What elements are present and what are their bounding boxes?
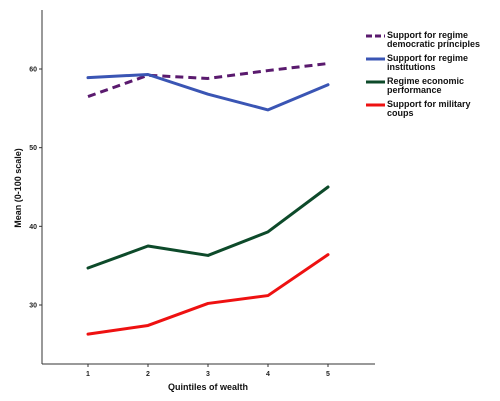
series-line — [86, 253, 330, 336]
x-tick-label: 5 — [326, 371, 330, 378]
series-line — [86, 73, 330, 112]
x-tick-label: 1 — [86, 371, 90, 378]
legend-label: Support for regime — [387, 30, 468, 40]
x-axis-title: Quintiles of wealth — [168, 382, 248, 392]
legend-label: Support for regime — [387, 53, 468, 63]
legend-label: coups — [387, 108, 414, 118]
legend-label: democratic principles — [387, 39, 480, 49]
series-line — [86, 185, 330, 270]
x-tick-label: 2 — [146, 371, 150, 378]
legend-label: Support for military — [387, 99, 471, 109]
x-tick-label: 3 — [206, 371, 210, 378]
y-tick-label: 30 — [29, 303, 37, 310]
legend-label: performance — [387, 85, 442, 95]
y-tick-label: 60 — [29, 67, 37, 74]
y-axis-title: Mean (0-100 scale) — [13, 148, 23, 228]
y-tick-label: 40 — [29, 224, 37, 231]
x-tick-label: 4 — [266, 371, 270, 378]
legend-label: institutions — [387, 62, 436, 72]
series-lines — [86, 62, 330, 336]
series-line — [87, 62, 329, 98]
axes: 30 40 50 60 1 2 3 4 5 — [29, 10, 375, 378]
legend-label: Regime economic — [387, 76, 464, 86]
y-tick-label: 50 — [29, 145, 37, 152]
